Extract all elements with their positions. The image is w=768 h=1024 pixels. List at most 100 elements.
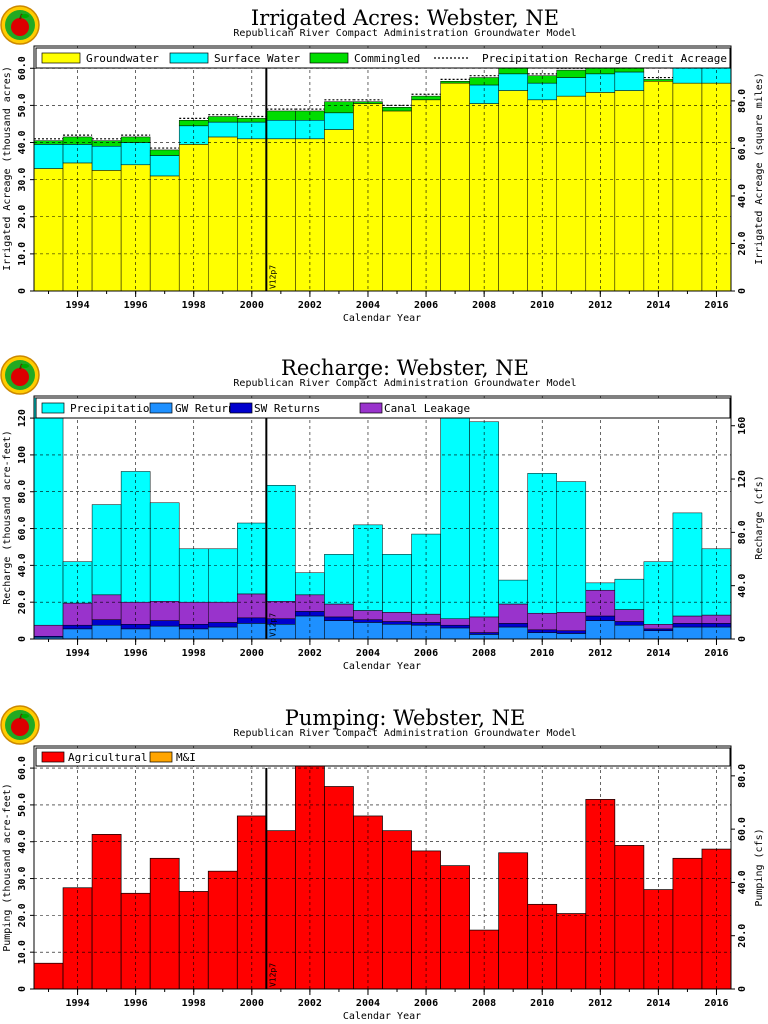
area-groundwater-1995 — [91, 170, 122, 292]
area-surface-water-1999 — [208, 121, 238, 138]
bar-agricultural-1995 — [91, 834, 122, 990]
y-tick-label: 50.0 — [17, 93, 28, 117]
bar-agricultural-2011 — [556, 913, 587, 990]
y2-tick-label: 80.0 — [737, 520, 748, 544]
legend-swatch — [149, 751, 173, 763]
area-canal-leakage-2015 — [672, 615, 703, 624]
y-axis-left: 0 10.0 20.0 30.0 40.0 50.0 60.0 — [17, 56, 34, 294]
version-marker-label: V12p7 — [268, 265, 277, 289]
bar-agricultural-2001 — [265, 830, 296, 990]
y-tick-label: 20.0 — [17, 205, 28, 229]
bar-agricultural-2003 — [324, 786, 354, 990]
area-surface-water-2013 — [614, 71, 645, 91]
area-gw-returns-2011 — [556, 633, 587, 640]
area-gw-returns-1997 — [149, 625, 180, 640]
legend-box — [35, 747, 731, 767]
version-marker-label: V12p7 — [268, 613, 277, 637]
y-tick-label: 0 — [17, 288, 28, 294]
legend-swatch — [41, 402, 65, 414]
plot-frame — [33, 745, 732, 990]
legend-swatch — [309, 52, 349, 64]
bar-agricultural-1993 — [33, 962, 64, 990]
chart-title: Recharge: Webster, NE — [281, 356, 529, 380]
x-tick-label: 2014 — [646, 300, 670, 311]
area-precipitation-1995 — [91, 504, 122, 596]
area-canal-leakage-2010 — [527, 612, 557, 631]
y-axis-right: 0 40.0 80.0 120 160 — [731, 417, 748, 642]
y-tick-label: 40.0 — [17, 130, 28, 154]
x-tick-label: 2002 — [298, 300, 322, 311]
legend: Agricultural M&I — [35, 747, 731, 767]
x-tick-label: 1994 — [66, 998, 90, 1009]
x-tick-label: 2010 — [530, 998, 554, 1009]
area-groundwater-2005 — [382, 110, 412, 292]
x-axis-label: Calendar Year — [343, 661, 421, 672]
area-commingled-2001 — [266, 110, 296, 121]
area-gw-returns-2007 — [440, 627, 470, 640]
area-commingled-1997 — [149, 149, 180, 156]
area-precipitation-2011 — [556, 481, 587, 613]
area-commingled-2003 — [324, 101, 354, 114]
legend-swatch — [149, 402, 173, 414]
area-precipitation-2013 — [614, 578, 645, 610]
area-canal-leakage-1995 — [91, 594, 122, 620]
legend-label: Groundwater — [86, 52, 159, 65]
chart-subtitle: Republican River Compact Administration … — [233, 728, 576, 739]
area-commingled-2007 — [440, 81, 470, 84]
logo-leaf-0 — [21, 14, 29, 18]
area-groundwater-2001 — [266, 138, 296, 292]
y2-tick-label: 60.0 — [737, 817, 748, 841]
x-tick-label: 2010 — [530, 648, 554, 659]
legend: Groundwater Surface Water Commingled Precip… — [35, 47, 731, 69]
bar-agricultural-2012 — [585, 799, 616, 990]
y-axis-left: 0 10.0 20.0 30.0 40.0 50.0 60.0 — [17, 756, 34, 992]
logo-stem-0 — [19, 13, 23, 20]
y-tick-label: 20.0 — [17, 590, 28, 614]
chart-subtitle: Republican River Compact Administration … — [233, 378, 576, 389]
legend-swatch — [169, 52, 209, 64]
y-tick-label: 10.0 — [17, 940, 28, 964]
y-tick-label: 80.0 — [17, 480, 28, 504]
x-tick-label: 1998 — [182, 648, 206, 659]
area-surface-water-2009 — [498, 73, 528, 91]
area-precipitation-2015 — [672, 512, 703, 617]
x-tick-label: 1998 — [182, 998, 206, 1009]
bar-agricultural-2015 — [672, 857, 703, 990]
y-axis-label: Recharge (thousand acre-feet) — [2, 430, 13, 605]
y2-tick-label: 160 — [737, 417, 748, 435]
area-gw-returns-2009 — [498, 626, 528, 640]
x-tick-label: 2006 — [414, 300, 438, 311]
area-sw-returns-1997 — [149, 620, 180, 627]
y-tick-label: 0 — [17, 986, 28, 992]
area-surface-water-1997 — [149, 155, 180, 177]
area-gw-returns-1995 — [91, 624, 122, 640]
area-canal-leakage-1997 — [149, 601, 180, 621]
x-tick-label: 1996 — [124, 998, 148, 1009]
area-surface-water-2003 — [324, 112, 354, 130]
y-axis-label: Pumping (thousand acre-feet) — [2, 783, 13, 952]
area-surface-water-2001 — [266, 119, 296, 140]
area-canal-leakage-2007 — [440, 618, 470, 626]
area-precipitation-2003 — [324, 554, 354, 605]
x-tick-label: 2002 — [298, 648, 322, 659]
y-tick-label: 30.0 — [17, 866, 28, 890]
x-tick-label: 2000 — [240, 300, 264, 311]
x-tick-label: 1994 — [66, 648, 90, 659]
area-sw-returns-2007 — [440, 624, 470, 629]
y-axis-right: 0 20.0 40.0 60.0 80.0 — [731, 764, 748, 992]
legend: Precipitation GW Returns SW Returns Canal L… — [35, 397, 731, 419]
legend-label: Canal Leakage — [384, 402, 470, 415]
area-precipitation-2005 — [382, 554, 412, 613]
legend-swatch — [41, 751, 65, 763]
bar-agricultural-1999 — [207, 870, 238, 990]
x-tick-label: 2012 — [588, 300, 612, 311]
logo-apple-0 — [11, 18, 29, 36]
area-precipitation-1999 — [208, 548, 238, 603]
y-axis-left: 0 20.0 40.0 60.0 80.0 100 120 — [17, 409, 34, 642]
legend-swatch — [359, 402, 383, 414]
x-tick-label: 2004 — [356, 998, 380, 1009]
bar-agricultural-2009 — [498, 852, 529, 990]
area-sw-returns-2003 — [324, 616, 354, 621]
logo-apple-1 — [11, 368, 29, 386]
